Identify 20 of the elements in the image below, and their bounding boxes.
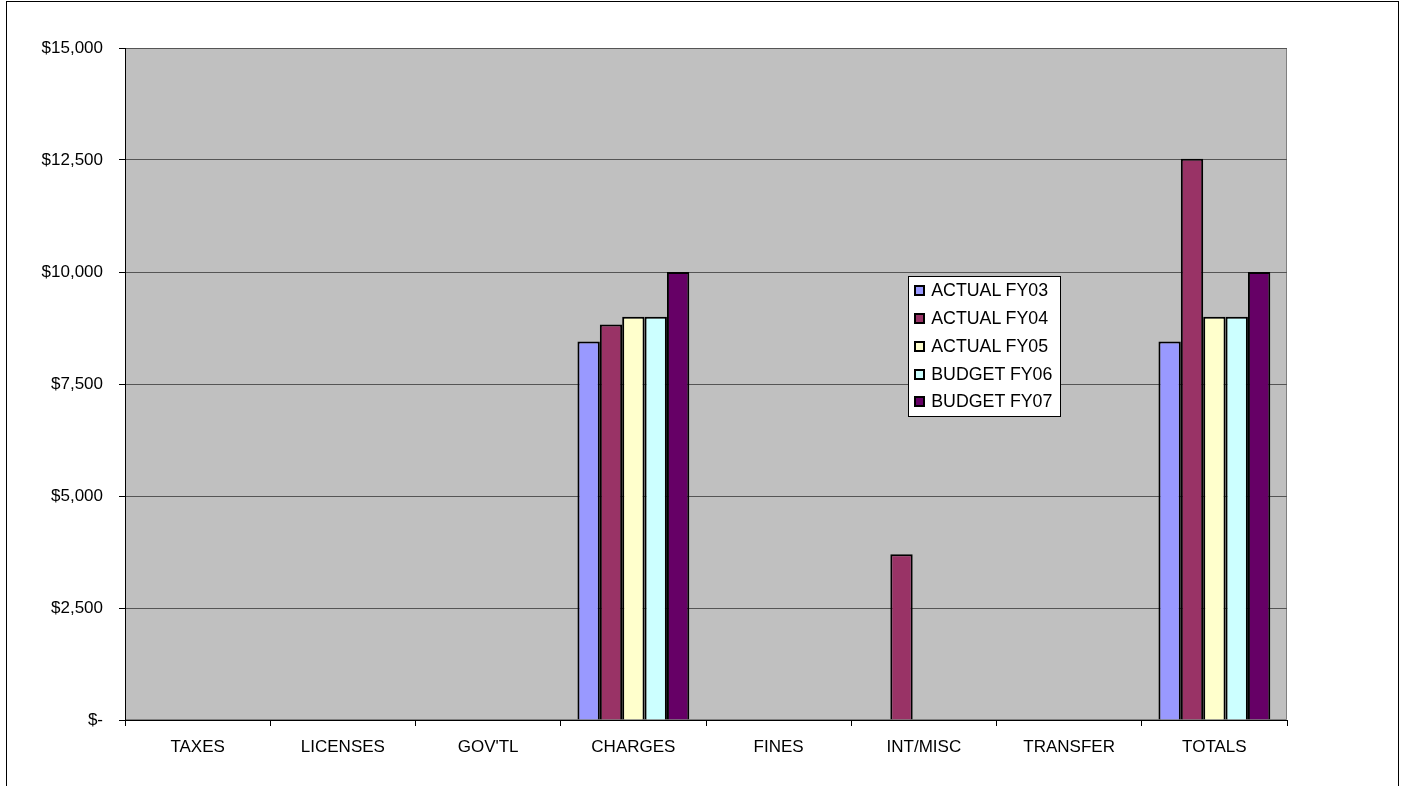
x-tick-label: INT/MISC [886, 736, 962, 756]
y-tick-label: $- [87, 709, 103, 729]
legend-label: BUDGET FY06 [931, 363, 1053, 385]
y-tick-label: $5,000 [51, 485, 103, 505]
legend-label: ACTUAL FY05 [931, 335, 1049, 357]
y-tick-label: $2,500 [51, 597, 103, 617]
y-tick-label: $12,500 [41, 149, 103, 169]
legend-label: ACTUAL FY03 [931, 280, 1049, 302]
x-tick-label: TAXES [170, 736, 225, 756]
y-tick-label: $15,000 [41, 37, 103, 57]
legend-label: ACTUAL FY04 [931, 307, 1049, 329]
legend-label: BUDGET FY07 [931, 391, 1053, 413]
x-tick-label: CHARGES [591, 736, 676, 756]
x-tick-label: GOV'TL [457, 736, 519, 756]
x-tick-label: LICENSES [300, 736, 385, 756]
x-tick-label: TOTALS [1182, 736, 1247, 756]
y-tick-label: $10,000 [41, 261, 103, 281]
x-tick-label: TRANSFER [1023, 736, 1115, 756]
x-tick-label: FINES [753, 736, 804, 756]
y-tick-label: $7,500 [51, 373, 103, 393]
